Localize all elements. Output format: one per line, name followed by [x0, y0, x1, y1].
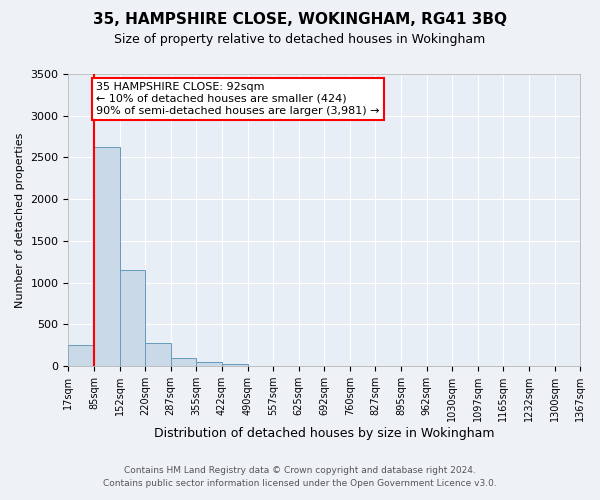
Text: Size of property relative to detached houses in Wokingham: Size of property relative to detached ho…: [115, 32, 485, 46]
Bar: [196, 362, 222, 366]
Y-axis label: Number of detached properties: Number of detached properties: [15, 132, 25, 308]
Bar: [171, 358, 196, 366]
Bar: [94, 148, 120, 366]
Bar: [222, 364, 248, 366]
X-axis label: Distribution of detached houses by size in Wokingham: Distribution of detached houses by size …: [154, 427, 494, 440]
Bar: [145, 343, 171, 366]
Text: Contains HM Land Registry data © Crown copyright and database right 2024.
Contai: Contains HM Land Registry data © Crown c…: [103, 466, 497, 487]
Text: 35 HAMPSHIRE CLOSE: 92sqm
← 10% of detached houses are smaller (424)
90% of semi: 35 HAMPSHIRE CLOSE: 92sqm ← 10% of detac…: [96, 82, 380, 116]
Bar: [119, 270, 145, 366]
Text: 35, HAMPSHIRE CLOSE, WOKINGHAM, RG41 3BQ: 35, HAMPSHIRE CLOSE, WOKINGHAM, RG41 3BQ: [93, 12, 507, 28]
Bar: [68, 346, 94, 366]
